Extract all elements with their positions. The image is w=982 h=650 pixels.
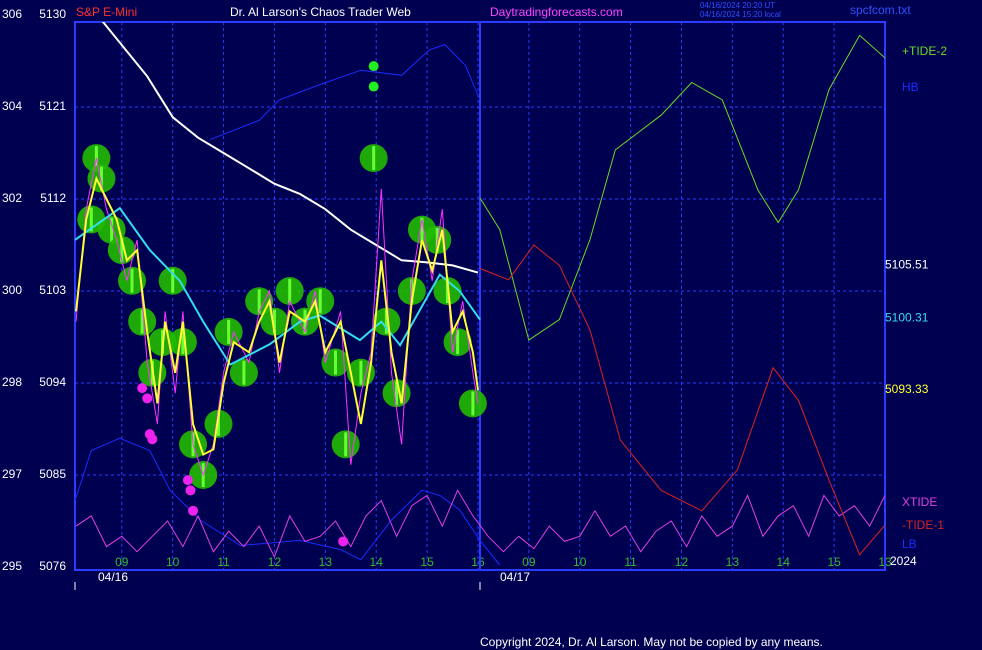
series-line (75, 489, 885, 559)
signal-dot (182, 475, 193, 486)
signal-dot (188, 505, 199, 516)
y2-tick-label: 298 (2, 375, 22, 389)
y-tick-label: 5112 (40, 191, 66, 205)
x-tick-label: 12 (268, 555, 282, 569)
y2-tick-label: 297 (2, 467, 22, 481)
last-value-label: 5093.33 (885, 382, 929, 396)
y2-tick-label: 304 (2, 99, 22, 113)
legend-entry: XTIDE (902, 495, 937, 509)
file-name: spcfcom.txt (850, 3, 911, 17)
series-line (209, 44, 481, 141)
chart-title: Dr. Al Larson's Chaos Trader Web (230, 5, 411, 19)
y-tick-label: 5103 (39, 283, 66, 297)
signal-dot (185, 485, 196, 496)
signal-dot (147, 434, 158, 445)
date-label: 04/17 (500, 570, 530, 584)
series-line (479, 34, 885, 341)
last-value-label: 5100.31 (885, 311, 929, 325)
x-tick-label: 15 (420, 555, 434, 569)
x-tick-label: 12 (675, 555, 689, 569)
last-value-label: 5105.51 (885, 258, 929, 272)
signal-dot (368, 81, 379, 92)
x-tick-label: 10 (573, 555, 587, 569)
legend-entry: +TIDE-2 (902, 44, 947, 58)
y-tick-label: 5121 (39, 99, 66, 113)
y-tick-label: 5094 (39, 375, 66, 389)
x-tick-label: 10 (166, 555, 180, 569)
series-line (75, 437, 501, 566)
y-tick-label: 5085 (39, 467, 66, 481)
copyright: Copyright 2024, Dr. Al Larson. May not b… (480, 635, 823, 649)
x-tick-label: 16 (471, 555, 485, 569)
date-label: 04/16 (98, 570, 128, 584)
x-tick-label: 13 (319, 555, 333, 569)
series-line (75, 206, 481, 366)
legend-entry: HB (902, 80, 919, 94)
x-tick-label: 11 (217, 555, 230, 569)
x-tick-label: 11 (624, 555, 637, 569)
year: 2024 (890, 554, 917, 568)
series-line (479, 244, 885, 556)
symbol: S&P E-Mini (76, 5, 137, 19)
signal-dot (137, 383, 148, 394)
site: Daytradingforecasts.com (490, 5, 623, 19)
x-tick-label: 13 (726, 555, 740, 569)
x-tick-label: 09 (522, 555, 536, 569)
x-tick-label: 14 (777, 555, 791, 569)
timestamp: 04/16/2024 15:20 local (700, 10, 781, 19)
x-tick-label: 15 (827, 555, 841, 569)
y-tick-label: 5076 (39, 559, 66, 573)
timestamp: 04/16/2024 20:20 UT (700, 1, 775, 10)
x-tick-label: 09 (115, 555, 129, 569)
signal-dot (338, 536, 349, 547)
series-line (75, 175, 479, 457)
y2-tick-label: 300 (2, 283, 22, 297)
y2-tick-label: 295 (2, 559, 22, 573)
signal-dot (368, 61, 379, 72)
y2-tick-label: 302 (2, 191, 22, 205)
y2-tick-label: 306 (2, 7, 22, 21)
x-tick-label: 14 (370, 555, 384, 569)
legend-entry: LB (902, 537, 917, 551)
y-tick-label: 5130 (39, 7, 66, 21)
signal-dot (142, 393, 153, 404)
legend-entry: -TIDE-1 (902, 518, 944, 532)
